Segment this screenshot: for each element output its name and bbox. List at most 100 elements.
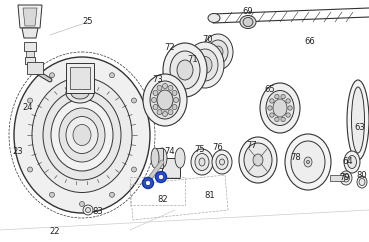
Ellipse shape <box>157 90 173 110</box>
Polygon shape <box>155 148 163 168</box>
Ellipse shape <box>213 46 223 58</box>
Text: 73: 73 <box>153 76 163 84</box>
Ellipse shape <box>344 151 360 173</box>
Text: 76: 76 <box>213 144 223 152</box>
Text: 78: 78 <box>291 153 301 162</box>
Ellipse shape <box>253 154 263 166</box>
Circle shape <box>86 207 90 212</box>
Ellipse shape <box>304 157 312 167</box>
Circle shape <box>286 113 290 117</box>
Text: 77: 77 <box>246 141 257 150</box>
Ellipse shape <box>243 17 253 27</box>
Circle shape <box>172 91 177 96</box>
Ellipse shape <box>240 15 256 29</box>
Circle shape <box>268 106 272 110</box>
Ellipse shape <box>244 143 272 177</box>
Circle shape <box>83 205 93 215</box>
Circle shape <box>28 98 32 103</box>
Ellipse shape <box>66 116 98 153</box>
Circle shape <box>131 98 137 103</box>
Bar <box>24 42 36 51</box>
Circle shape <box>162 83 168 89</box>
Bar <box>330 175 344 181</box>
Ellipse shape <box>208 40 228 64</box>
Circle shape <box>79 202 85 206</box>
Ellipse shape <box>59 108 105 162</box>
Circle shape <box>345 176 348 180</box>
Ellipse shape <box>357 176 367 188</box>
Text: 69: 69 <box>243 8 253 16</box>
Ellipse shape <box>71 87 89 99</box>
Ellipse shape <box>220 159 224 165</box>
Ellipse shape <box>291 141 325 183</box>
Ellipse shape <box>175 148 185 168</box>
Ellipse shape <box>347 80 369 160</box>
Text: 63: 63 <box>355 123 365 133</box>
Ellipse shape <box>216 154 228 169</box>
Text: 81: 81 <box>205 190 215 199</box>
Circle shape <box>270 99 274 103</box>
Circle shape <box>172 105 177 109</box>
Ellipse shape <box>14 57 150 213</box>
Circle shape <box>152 98 156 103</box>
Circle shape <box>286 99 290 103</box>
Text: 64: 64 <box>343 158 353 166</box>
Text: 23: 23 <box>13 148 23 157</box>
Bar <box>27 62 43 74</box>
Ellipse shape <box>158 174 164 180</box>
Text: 66: 66 <box>305 38 315 46</box>
Circle shape <box>49 192 55 197</box>
Circle shape <box>153 91 158 96</box>
Ellipse shape <box>195 153 209 171</box>
Circle shape <box>173 98 179 103</box>
Bar <box>162 158 180 178</box>
Circle shape <box>307 160 310 164</box>
Text: 83: 83 <box>93 207 103 217</box>
Ellipse shape <box>151 148 159 168</box>
Circle shape <box>168 85 173 90</box>
Text: 25: 25 <box>83 17 93 27</box>
Ellipse shape <box>260 83 300 133</box>
Circle shape <box>157 110 162 115</box>
Polygon shape <box>18 5 42 28</box>
Text: 80: 80 <box>357 171 367 180</box>
Text: 75: 75 <box>195 145 205 154</box>
Ellipse shape <box>66 83 94 103</box>
Ellipse shape <box>157 148 167 168</box>
Text: 65: 65 <box>265 85 275 94</box>
Ellipse shape <box>177 60 193 80</box>
Text: 79: 79 <box>340 174 350 182</box>
Ellipse shape <box>340 171 352 185</box>
Text: 74: 74 <box>165 148 175 157</box>
Circle shape <box>49 73 55 78</box>
Ellipse shape <box>266 91 294 126</box>
Bar <box>70 67 90 89</box>
Circle shape <box>153 105 158 109</box>
Circle shape <box>281 94 285 99</box>
Ellipse shape <box>73 124 91 145</box>
Ellipse shape <box>143 74 187 126</box>
Ellipse shape <box>359 179 365 186</box>
Ellipse shape <box>273 99 287 117</box>
Ellipse shape <box>239 137 277 183</box>
Ellipse shape <box>212 150 232 174</box>
Polygon shape <box>23 8 37 26</box>
Ellipse shape <box>145 180 151 186</box>
Ellipse shape <box>192 49 218 81</box>
Circle shape <box>110 73 114 78</box>
Ellipse shape <box>155 172 166 182</box>
Circle shape <box>157 85 162 90</box>
Circle shape <box>79 63 85 68</box>
Ellipse shape <box>51 99 113 171</box>
Bar <box>25 57 35 64</box>
Circle shape <box>275 117 279 122</box>
Circle shape <box>162 112 168 116</box>
Circle shape <box>288 106 292 110</box>
Circle shape <box>28 167 32 172</box>
Circle shape <box>168 110 173 115</box>
Text: 72: 72 <box>165 44 175 53</box>
Bar <box>26 51 34 57</box>
Bar <box>66 63 94 93</box>
Text: 71: 71 <box>188 55 198 65</box>
Circle shape <box>281 117 285 122</box>
